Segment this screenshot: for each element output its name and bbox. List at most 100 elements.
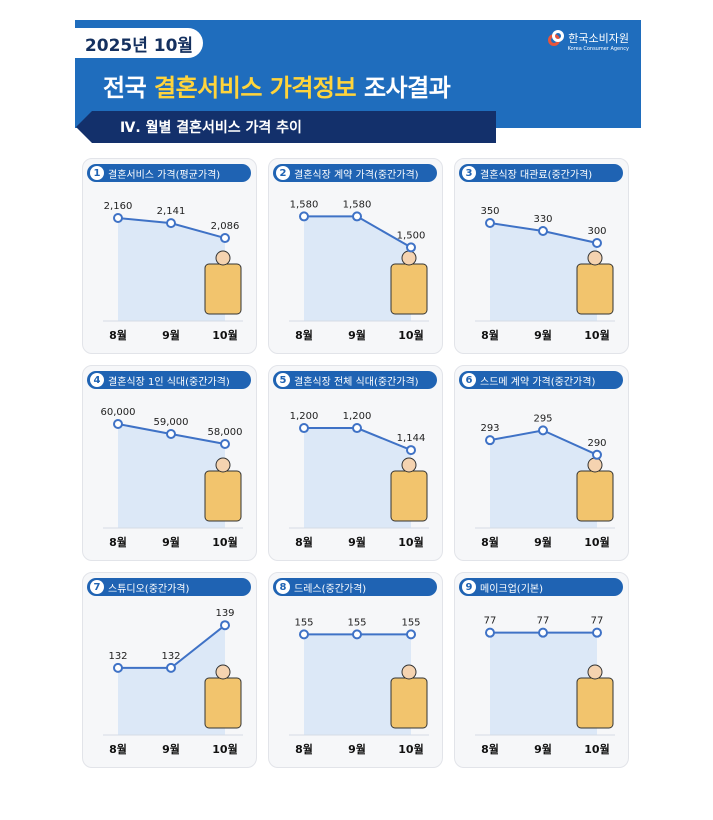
- data-label: 290: [587, 438, 606, 449]
- agency-logo: 한국소비자원 Korea Consumer Agency: [547, 30, 629, 52]
- area-fill: [490, 632, 597, 735]
- area-fill: [490, 223, 597, 321]
- data-label: 293: [480, 423, 499, 434]
- chart-title: 4 결혼식장 1인 식대(중간가격): [87, 371, 251, 389]
- data-label: 1,500: [397, 230, 426, 241]
- chart-number: 4: [90, 373, 104, 387]
- guests-icon: [390, 457, 428, 522]
- data-point: [299, 423, 309, 434]
- x-tick-label: 8월: [109, 328, 127, 342]
- data-label: 155: [401, 617, 420, 628]
- data-point: [166, 662, 176, 673]
- chart-title: 6 스드메 계약 가격(중간가격): [459, 371, 623, 389]
- area-fill: [118, 217, 225, 321]
- data-label: 1,580: [290, 199, 319, 210]
- data-label: 132: [108, 651, 127, 662]
- chart-title-text: 드레스(중간가격): [294, 583, 367, 595]
- x-tick-label: 8월: [295, 535, 313, 549]
- area-fill: [118, 424, 225, 528]
- chart-title-text: 메이크업(기본): [480, 583, 544, 595]
- line-chart: 293 8월 295 9월 290 10월: [475, 413, 615, 549]
- chart-title: 2 결혼식장 계약 가격(중간가격): [273, 164, 437, 182]
- chart-panel: 7 스튜디오(중간가격) 132 8월 132 9월 139 10월: [82, 572, 257, 768]
- dress-mirror-icon: [390, 664, 428, 729]
- data-point: [538, 627, 548, 638]
- data-point: [113, 212, 123, 223]
- chart-title-text: 스드메 계약 가격(중간가격): [480, 376, 596, 388]
- couple-icon: [204, 250, 242, 315]
- title-part: 전국: [103, 74, 155, 102]
- logo-subtext: Korea Consumer Agency: [567, 46, 629, 52]
- x-tick-label: 9월: [162, 742, 180, 756]
- contract-document-icon: [390, 250, 428, 315]
- data-point: [299, 629, 309, 640]
- data-label: 1,200: [290, 411, 319, 422]
- data-label: 155: [294, 617, 313, 628]
- x-tick-label: 10월: [584, 328, 609, 342]
- x-tick-label: 9월: [534, 328, 552, 342]
- data-label: 77: [591, 616, 604, 627]
- chart-panel: 6 스드메 계약 가격(중간가격) 293 8월 295 9월 290 10월: [454, 365, 629, 561]
- chart-panel: 4 결혼식장 1인 식대(중간가격) 60,000 8월 59,000 9월 58,000 1…: [82, 365, 257, 561]
- chart-number: 7: [90, 580, 104, 594]
- chart-panel: 8 드레스(중간가격) 155 8월 155 9월 155 10월: [268, 572, 443, 768]
- data-point: [406, 629, 416, 640]
- chart-title-text: 결혼식장 대관료(중간가격): [480, 169, 593, 181]
- chart-panel: 9 메이크업(기본) 77 8월 77 9월 77 10월: [454, 572, 629, 768]
- x-tick-label: 9월: [534, 535, 552, 549]
- chart-title: 5 결혼식장 전체 식대(중간가격): [273, 371, 437, 389]
- data-point: [485, 218, 495, 228]
- section-heading: Ⅳ. 월별 결혼서비스 가격 추이: [76, 111, 496, 143]
- data-label: 139: [215, 608, 234, 619]
- chart-number: 5: [276, 373, 290, 387]
- data-label: 350: [480, 206, 499, 217]
- chart-number: 2: [276, 166, 290, 180]
- x-tick-label: 9월: [348, 328, 366, 342]
- x-tick-label: 10월: [212, 742, 237, 756]
- title-highlight: 결혼서비스 가격정보: [154, 74, 357, 102]
- data-point: [592, 627, 602, 638]
- agency-logo-icon: [547, 30, 564, 46]
- x-tick-label: 10월: [398, 535, 423, 549]
- chart-title-text: 결혼식장 1인 식대(중간가격): [108, 376, 230, 388]
- data-label: 330: [533, 214, 552, 225]
- line-chart: 2,160 8월 2,141 9월 2,086 10월: [103, 201, 243, 342]
- x-tick-label: 8월: [295, 742, 313, 756]
- data-label: 2,086: [211, 221, 240, 232]
- chart-number: 1: [90, 166, 104, 180]
- chart-title: 8 드레스(중간가격): [273, 578, 437, 596]
- x-tick-label: 9월: [534, 742, 552, 756]
- chart-panel: 2 결혼식장 계약 가격(중간가격) 1,580 8월 1,580 9월 1,500 10월: [268, 158, 443, 354]
- chart-panel: 5 결혼식장 전체 식대(중간가격) 1,200 8월 1,200 9월 1,144 10월: [268, 365, 443, 561]
- data-point: [166, 218, 176, 229]
- data-label: 58,000: [208, 427, 243, 438]
- data-point: [592, 449, 602, 460]
- wedding-hall-icon: [576, 250, 614, 315]
- x-tick-label: 9월: [348, 742, 366, 756]
- x-tick-label: 8월: [109, 742, 127, 756]
- data-label: 1,580: [343, 199, 372, 210]
- data-point: [113, 419, 123, 429]
- makeup-icon: [576, 664, 614, 729]
- data-label: 1,200: [343, 411, 372, 422]
- data-label: 1,144: [397, 433, 426, 444]
- data-point: [220, 439, 230, 449]
- data-label: 77: [484, 616, 497, 627]
- data-point: [352, 211, 362, 222]
- line-chart: 77 8월 77 9월 77 10월: [475, 616, 615, 756]
- title-part: 조사결과: [356, 74, 451, 102]
- data-point: [538, 226, 548, 236]
- data-label: 2,160: [104, 201, 133, 212]
- date-badge: 2025년 10월: [75, 28, 203, 58]
- data-point: [406, 242, 416, 253]
- x-tick-label: 10월: [584, 535, 609, 549]
- chart-panel: 1 결혼서비스 가격(평균가격) 2,160 8월 2,141 9월 2,086 10월: [82, 158, 257, 354]
- logo-text: 한국소비자원: [568, 32, 629, 45]
- data-point: [299, 211, 309, 222]
- data-label: 59,000: [154, 417, 189, 428]
- chart-title: 3 결혼식장 대관료(중간가격): [459, 164, 623, 182]
- x-tick-label: 10월: [398, 328, 423, 342]
- line-chart: 60,000 8월 59,000 9월 58,000 10월: [101, 407, 243, 549]
- line-chart: 1,580 8월 1,580 9월 1,500 10월: [289, 199, 429, 342]
- chart-title-text: 결혼서비스 가격(평균가격): [108, 169, 221, 181]
